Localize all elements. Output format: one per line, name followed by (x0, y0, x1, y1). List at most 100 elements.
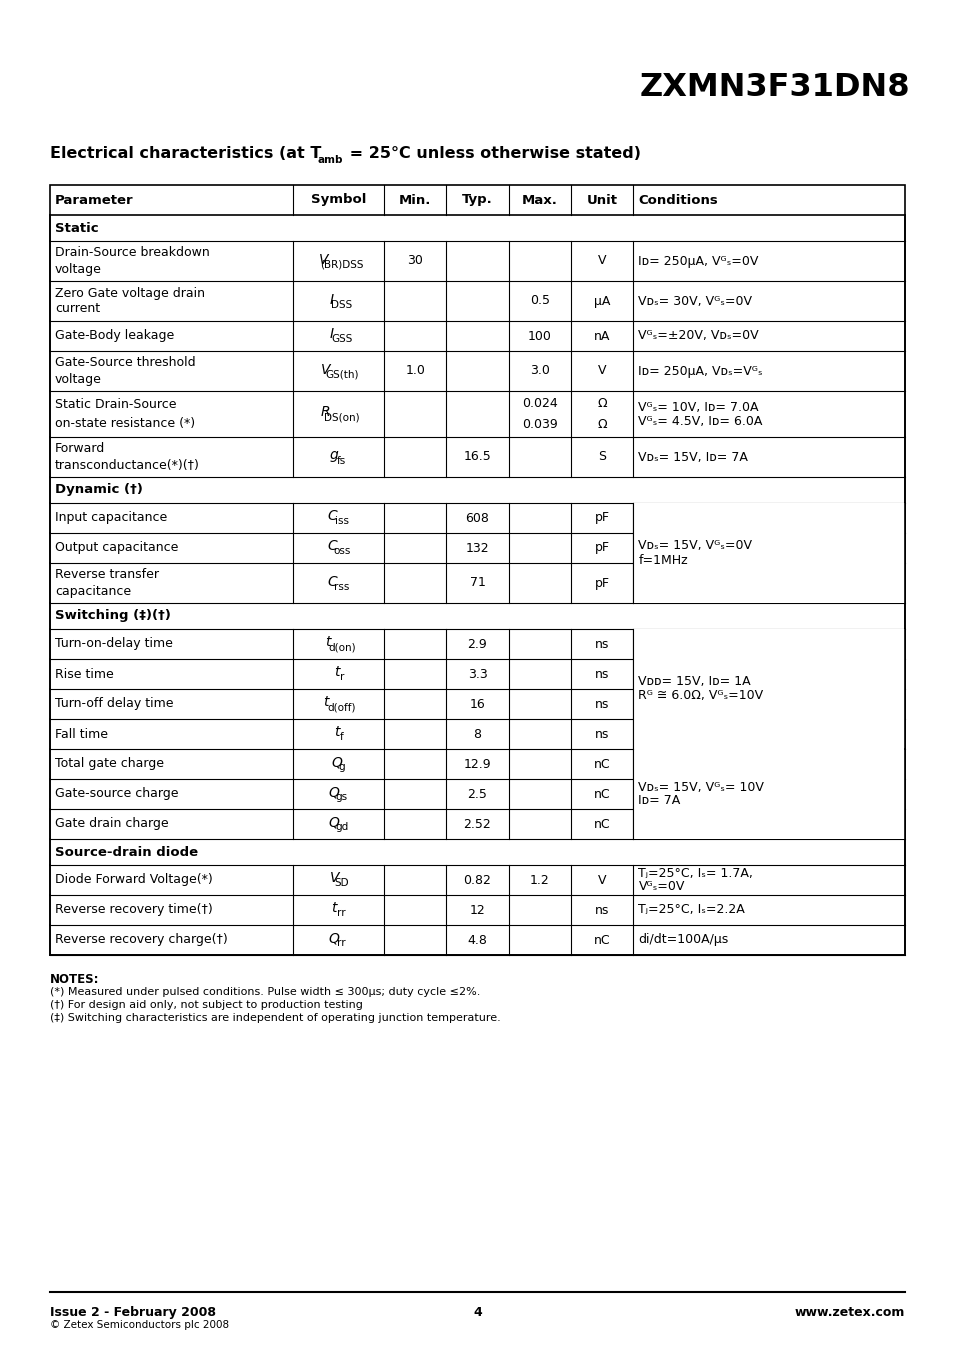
Text: pF: pF (594, 512, 609, 525)
Text: t: t (334, 725, 339, 740)
Text: C: C (327, 575, 336, 589)
Text: = 25°C unless otherwise stated): = 25°C unless otherwise stated) (344, 146, 640, 161)
Text: Input capacitance: Input capacitance (55, 512, 167, 525)
Text: transconductance(*)(†): transconductance(*)(†) (55, 459, 200, 471)
Text: rss: rss (334, 582, 349, 591)
Text: Fall time: Fall time (55, 728, 108, 741)
Text: V: V (318, 252, 328, 266)
Text: V: V (320, 363, 330, 377)
Text: ns: ns (595, 728, 609, 741)
Text: 100: 100 (527, 329, 551, 343)
Text: t: t (332, 902, 336, 915)
Text: iss: iss (335, 517, 349, 526)
Text: capacitance: capacitance (55, 585, 131, 598)
Text: Static Drain-Source: Static Drain-Source (55, 398, 176, 412)
Text: f: f (339, 733, 343, 743)
Text: Tⱼ=25°C, Iₛ=2.2A: Tⱼ=25°C, Iₛ=2.2A (638, 903, 744, 917)
Text: DS(on): DS(on) (323, 413, 359, 423)
Text: NOTES:: NOTES: (50, 973, 99, 985)
Text: 12.9: 12.9 (463, 757, 491, 771)
Text: Source-drain diode: Source-drain diode (55, 845, 198, 859)
Text: r: r (339, 672, 343, 683)
Text: Vᴅₛ= 15V, Iᴅ= 7A: Vᴅₛ= 15V, Iᴅ= 7A (638, 451, 747, 463)
Text: Max.: Max. (521, 193, 558, 207)
Text: nC: nC (594, 818, 610, 830)
Text: 4.8: 4.8 (467, 933, 487, 946)
Text: S: S (598, 451, 605, 463)
Text: Conditions: Conditions (638, 193, 718, 207)
Text: Issue 2 - February 2008: Issue 2 - February 2008 (50, 1305, 215, 1319)
Bar (50, 185, 904, 954)
Text: nC: nC (594, 787, 610, 801)
Text: amb: amb (317, 155, 343, 165)
Text: ns: ns (595, 637, 609, 651)
Text: g: g (330, 448, 338, 463)
Text: oss: oss (333, 547, 350, 556)
Text: current: current (55, 302, 100, 316)
Text: I: I (330, 293, 334, 306)
Text: Reverse recovery charge(†): Reverse recovery charge(†) (55, 933, 228, 946)
Text: 608: 608 (465, 512, 489, 525)
Text: Ω: Ω (597, 417, 606, 431)
Text: © Zetex Semiconductors plc 2008: © Zetex Semiconductors plc 2008 (50, 1320, 229, 1330)
Text: V: V (329, 872, 338, 886)
Text: Reverse recovery time(†): Reverse recovery time(†) (55, 903, 213, 917)
Text: f=1MHz: f=1MHz (638, 554, 687, 567)
Text: Forward: Forward (55, 443, 105, 455)
Text: 0.5: 0.5 (529, 294, 549, 308)
Text: Rᴳ ≅ 6.0Ω, Vᴳₛ=10V: Rᴳ ≅ 6.0Ω, Vᴳₛ=10V (638, 690, 762, 702)
Text: 0.024: 0.024 (521, 397, 558, 410)
Text: 71: 71 (469, 576, 485, 590)
Text: (BR)DSS: (BR)DSS (319, 259, 363, 270)
Text: SD: SD (334, 879, 349, 888)
Text: nC: nC (594, 757, 610, 771)
Text: Unit: Unit (586, 193, 618, 207)
Text: GSS: GSS (331, 335, 352, 344)
Text: Rise time: Rise time (55, 667, 113, 680)
Text: Turn-on-delay time: Turn-on-delay time (55, 637, 172, 651)
Text: 3.3: 3.3 (467, 667, 487, 680)
Text: Q: Q (331, 756, 341, 770)
Text: R: R (320, 405, 330, 420)
Text: 2.9: 2.9 (467, 637, 487, 651)
Text: g: g (338, 763, 345, 772)
Bar (633, 504, 904, 603)
Text: (*) Measured under pulsed conditions. Pulse width ≤ 300μs; duty cycle ≤2%.: (*) Measured under pulsed conditions. Pu… (50, 987, 480, 998)
Text: Vᴳₛ= 10V, Iᴅ= 7.0A: Vᴳₛ= 10V, Iᴅ= 7.0A (638, 401, 759, 413)
Text: Dynamic (†): Dynamic (†) (55, 483, 143, 497)
Text: t: t (325, 636, 331, 649)
Text: Vᴅₛ= 15V, Vᴳₛ= 10V: Vᴅₛ= 15V, Vᴳₛ= 10V (638, 780, 763, 794)
Text: Ω: Ω (597, 397, 606, 410)
Text: Q: Q (329, 931, 339, 945)
Text: Q: Q (329, 786, 339, 799)
Text: Iᴅ= 250μA, Vᴳₛ=0V: Iᴅ= 250μA, Vᴳₛ=0V (638, 255, 758, 267)
Text: Symbol: Symbol (311, 193, 366, 207)
Text: voltage: voltage (55, 373, 102, 386)
Text: rr: rr (337, 909, 346, 918)
Text: 16.5: 16.5 (463, 451, 491, 463)
Text: 3.0: 3.0 (529, 364, 549, 378)
Text: 0.039: 0.039 (521, 417, 558, 431)
Text: Min.: Min. (398, 193, 431, 207)
Text: 132: 132 (465, 541, 489, 555)
Text: Turn-off delay time: Turn-off delay time (55, 698, 173, 710)
Text: on-state resistance (*): on-state resistance (*) (55, 417, 195, 429)
Text: Iᴅ= 7A: Iᴅ= 7A (638, 795, 679, 807)
Text: 4: 4 (473, 1305, 481, 1319)
Text: 0.82: 0.82 (463, 873, 491, 887)
Text: Typ.: Typ. (461, 193, 493, 207)
Text: (†) For design aid only, not subject to production testing: (†) For design aid only, not subject to … (50, 1000, 362, 1010)
Text: C: C (327, 540, 336, 553)
Text: nC: nC (594, 933, 610, 946)
Text: Switching (‡)(†): Switching (‡)(†) (55, 609, 171, 622)
Text: di/dt=100A/μs: di/dt=100A/μs (638, 933, 728, 946)
Text: V: V (598, 873, 606, 887)
Text: rr: rr (337, 938, 346, 949)
Text: 8: 8 (473, 728, 481, 741)
Text: d(on): d(on) (328, 643, 355, 652)
Text: Zero Gate voltage drain: Zero Gate voltage drain (55, 286, 205, 300)
Text: gd: gd (335, 822, 348, 833)
Text: 16: 16 (469, 698, 485, 710)
Text: I: I (330, 328, 334, 342)
Text: ZXMN3F31DN8: ZXMN3F31DN8 (639, 73, 909, 104)
